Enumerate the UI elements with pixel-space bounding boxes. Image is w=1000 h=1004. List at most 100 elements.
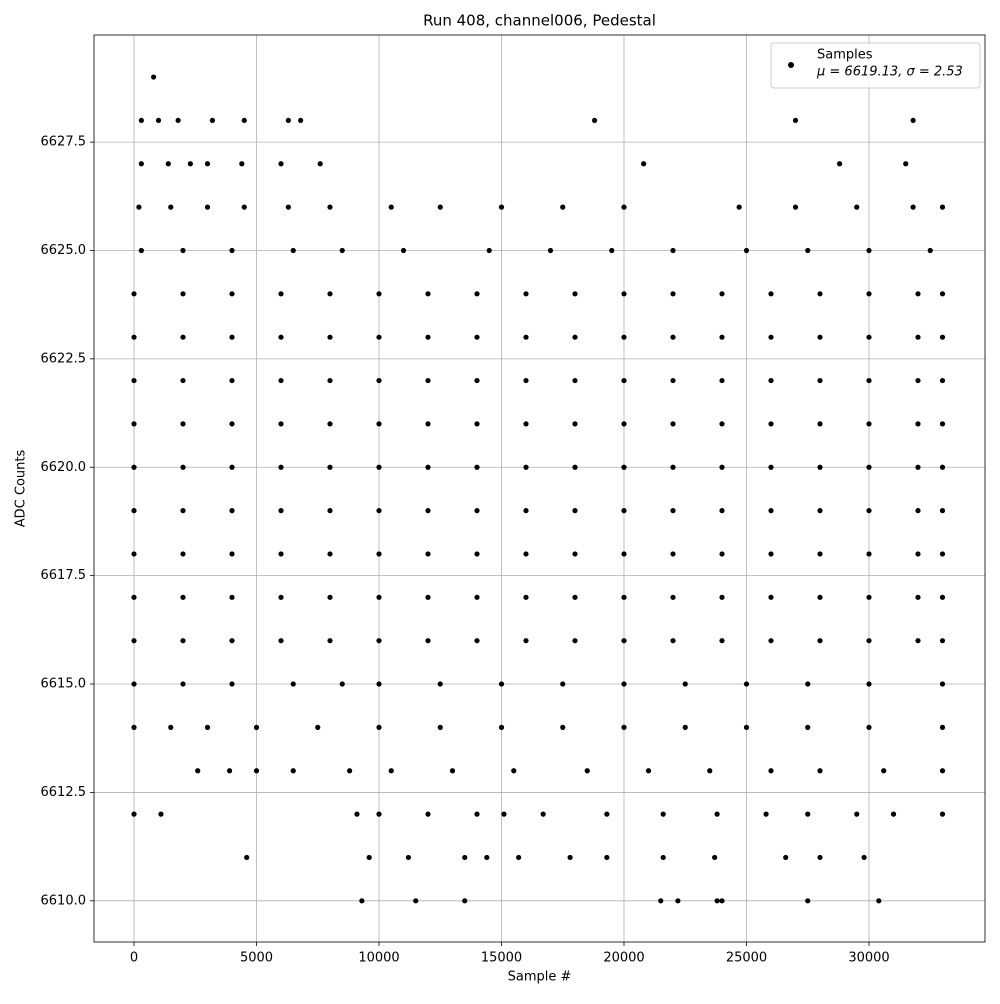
data-point bbox=[591, 117, 598, 124]
data-point bbox=[474, 377, 480, 384]
data-point bbox=[151, 74, 157, 80]
data-point bbox=[209, 117, 216, 124]
data-point bbox=[915, 638, 921, 644]
data-point bbox=[474, 594, 480, 600]
data-point bbox=[462, 898, 468, 904]
data-point bbox=[327, 638, 333, 644]
data-point bbox=[253, 768, 260, 774]
data-point bbox=[572, 508, 578, 514]
data-point bbox=[670, 594, 676, 600]
data-point bbox=[474, 811, 480, 817]
data-point bbox=[474, 638, 480, 644]
data-point bbox=[523, 551, 529, 557]
data-point bbox=[572, 377, 578, 384]
data-point bbox=[817, 421, 823, 427]
data-point bbox=[768, 291, 774, 297]
data-point bbox=[560, 204, 566, 210]
data-point bbox=[158, 811, 164, 817]
x-tick-label: 30000 bbox=[848, 951, 889, 966]
x-tick-label: 20000 bbox=[603, 951, 644, 966]
data-point bbox=[682, 724, 688, 730]
data-point bbox=[547, 247, 554, 254]
data-point bbox=[229, 291, 235, 297]
data-point bbox=[714, 898, 720, 904]
data-point bbox=[743, 681, 750, 687]
data-point bbox=[805, 247, 811, 254]
data-point bbox=[278, 508, 284, 514]
data-point bbox=[290, 247, 296, 254]
data-point bbox=[131, 291, 137, 297]
data-point bbox=[560, 681, 566, 687]
data-point bbox=[138, 247, 144, 254]
data-point bbox=[278, 551, 284, 557]
data-point bbox=[376, 508, 382, 514]
data-point bbox=[719, 551, 725, 557]
data-point bbox=[861, 854, 867, 861]
data-point bbox=[523, 291, 529, 297]
data-point bbox=[719, 464, 725, 470]
data-point bbox=[278, 421, 284, 427]
data-point bbox=[866, 551, 872, 557]
axes-frame bbox=[93, 34, 986, 943]
x-axis-label: Sample # bbox=[508, 970, 572, 985]
data-point bbox=[719, 898, 725, 904]
data-point bbox=[572, 594, 578, 600]
data-point bbox=[298, 117, 304, 124]
data-point bbox=[621, 724, 627, 730]
data-point bbox=[817, 291, 823, 297]
data-point bbox=[155, 117, 162, 124]
data-point bbox=[736, 204, 742, 210]
data-point bbox=[866, 334, 872, 340]
data-point bbox=[604, 854, 610, 861]
data-point bbox=[327, 204, 333, 210]
data-point bbox=[138, 161, 144, 167]
data-point bbox=[768, 334, 774, 340]
data-point bbox=[866, 638, 872, 644]
data-point bbox=[523, 508, 529, 514]
data-point bbox=[165, 161, 171, 167]
data-point bbox=[204, 724, 211, 730]
data-point bbox=[881, 768, 887, 774]
data-point bbox=[290, 768, 296, 774]
data-point bbox=[670, 464, 676, 470]
data-point bbox=[405, 854, 412, 861]
data-point bbox=[670, 247, 676, 254]
data-point bbox=[290, 681, 296, 687]
data-point bbox=[540, 811, 546, 817]
data-point bbox=[327, 551, 333, 557]
data-point bbox=[572, 464, 578, 470]
y-tick-label: 6622.5 bbox=[41, 351, 87, 366]
y-tick-label: 6620.0 bbox=[41, 460, 87, 475]
data-point bbox=[743, 724, 750, 730]
data-point bbox=[180, 551, 186, 557]
data-point bbox=[621, 421, 627, 427]
chart-title: Run 408, channel006, Pedestal bbox=[423, 12, 656, 30]
data-point bbox=[226, 768, 233, 774]
data-point bbox=[180, 247, 186, 254]
data-point bbox=[359, 898, 365, 904]
data-point bbox=[939, 811, 946, 817]
data-point bbox=[621, 551, 627, 557]
data-point bbox=[425, 421, 431, 427]
data-point bbox=[523, 464, 529, 470]
data-point bbox=[195, 768, 201, 774]
data-point bbox=[131, 681, 137, 687]
data-point bbox=[376, 464, 382, 470]
data-point bbox=[640, 161, 647, 167]
data-point bbox=[567, 854, 573, 861]
data-point bbox=[131, 594, 137, 600]
data-point bbox=[241, 117, 247, 124]
data-point bbox=[180, 334, 186, 340]
data-point bbox=[187, 161, 193, 167]
data-point bbox=[317, 161, 323, 167]
data-point bbox=[278, 464, 284, 470]
data-point bbox=[486, 247, 492, 254]
data-point bbox=[327, 594, 333, 600]
data-point bbox=[939, 551, 946, 557]
data-point bbox=[501, 811, 507, 817]
data-point bbox=[347, 768, 353, 774]
data-point bbox=[523, 334, 529, 340]
data-point bbox=[229, 551, 235, 557]
data-point bbox=[327, 508, 333, 514]
